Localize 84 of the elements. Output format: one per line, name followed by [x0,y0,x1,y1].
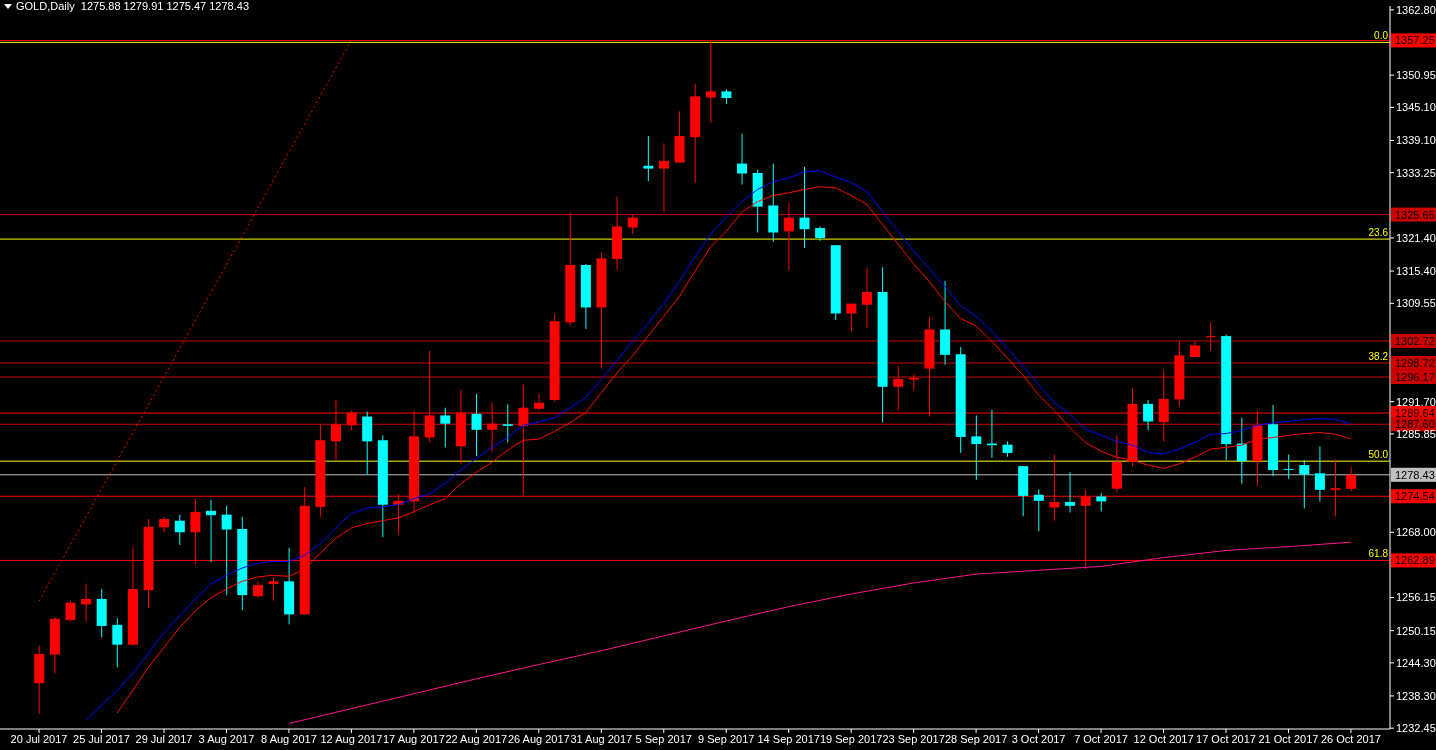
x-tick-label: 19 Sep 2017 [819,732,883,745]
candlestick [65,600,76,623]
annotation: 50.0 [1368,449,1389,461]
x-tick-label: 25 Jul 2017 [73,732,130,745]
x-tick-label: 21 Oct 2017 [1258,732,1319,745]
x-tick-label: 22 Aug 2017 [445,732,508,745]
x-tick-label: 23 Sep 2017 [882,732,945,745]
candlestick [627,213,638,235]
candlestick [846,303,857,332]
x-tick-label: 7 Oct 2017 [1074,732,1128,745]
y-tick-label: 1362.80 [1396,3,1436,16]
ref-line-label: 1289.64 [1395,407,1435,420]
x-tick-label: 26 Oct 2017 [1320,732,1381,745]
y-tick-label: 1244.30 [1396,656,1436,669]
candlestick [1314,445,1325,502]
x-tick-label: 17 Oct 2017 [1196,732,1256,745]
candlestick [1065,471,1076,513]
y-tick-label: 1232.45 [1396,722,1436,735]
ref-line-label: 1357.25 [1395,34,1435,47]
candlestick [1236,417,1247,485]
candlestick [268,576,279,602]
x-tick-label: 28 Sep 2017 [944,732,1008,745]
y-tick-label: 1339.10 [1396,134,1436,147]
candlestick [1143,399,1154,431]
ref-line-label: 1298.72 [1395,356,1435,369]
y-tick-label: 1321.40 [1396,231,1436,244]
ref-line-label: 1274.54 [1395,490,1435,503]
line-series [288,541,1352,724]
candlestick [658,142,669,214]
y-tick-label: 1315.40 [1396,264,1436,277]
candlestick [737,133,748,186]
x-tick-label: 8 Aug 2017 [261,732,317,745]
annotation: 38.2 [1368,351,1389,363]
ref-line-label: 1325.65 [1395,208,1435,221]
ref-line-label: 1278.43 [1395,468,1435,481]
y-tick-label: 1350.95 [1396,69,1436,82]
candlestick [799,166,810,249]
y-tick-label: 1333.25 [1396,166,1436,179]
candlestick [81,583,92,623]
candlestick [1033,488,1044,532]
y-tick-label: 1345.10 [1396,101,1436,114]
candlestick [1299,459,1310,510]
candlestick [861,267,872,329]
candlestick [643,135,654,182]
candlestick [1205,321,1216,352]
x-tick-label: 20 Jul 2017 [10,732,68,745]
x-tick-label: 12 Oct 2017 [1133,732,1194,745]
candlestick [971,414,982,481]
candlestick [174,514,185,546]
candlestick [1283,454,1294,480]
candlestick [1096,492,1107,512]
x-tick-label: 29 Jul 2017 [135,732,193,745]
x-tick-label: 14 Sep 2017 [757,732,820,745]
annotation: 23.6 [1368,227,1389,239]
x-tick-label: 26 Aug 2017 [507,732,570,745]
candlestick [893,365,904,411]
annotation: 0.0 [1374,30,1389,42]
candlestick [440,407,451,448]
x-tick-label: 17 Aug 2017 [382,732,445,745]
candlestick [502,403,513,443]
ref-line-label: 1262.89 [1395,554,1435,567]
y-tick-label: 1291.70 [1396,395,1436,408]
candlestick [1346,466,1357,492]
candlestick [471,393,482,457]
candlestick [206,499,217,563]
candlestick [783,202,794,272]
x-tick-label: 12 Aug 2017 [320,732,383,745]
x-tick-label: 9 Sep 2017 [698,732,755,745]
ref-line-label: 1296.17 [1395,371,1435,384]
candlestick [112,617,123,668]
x-tick-label: 3 Oct 2017 [1011,732,1066,745]
y-tick-label: 1250.15 [1396,624,1436,637]
x-tick-label: 31 Aug 2017 [570,732,633,745]
candlestick [221,505,232,596]
annotation: 61.8 [1368,548,1389,560]
x-tick-label: 3 Aug 2017 [198,732,255,745]
y-tick-label: 1268.00 [1396,526,1436,539]
chart-title: GOLD,Daily 1275.88 1279.91 1275.47 1278.43 [16,0,250,12]
ref-line-label: 1302.72 [1395,334,1435,347]
y-tick-label: 1256.15 [1396,591,1436,604]
x-tick-label: 5 Sep 2017 [635,732,692,745]
y-tick-label: 1309.55 [1396,297,1436,310]
y-tick-label: 1238.30 [1396,689,1436,702]
candlestick [534,392,545,411]
